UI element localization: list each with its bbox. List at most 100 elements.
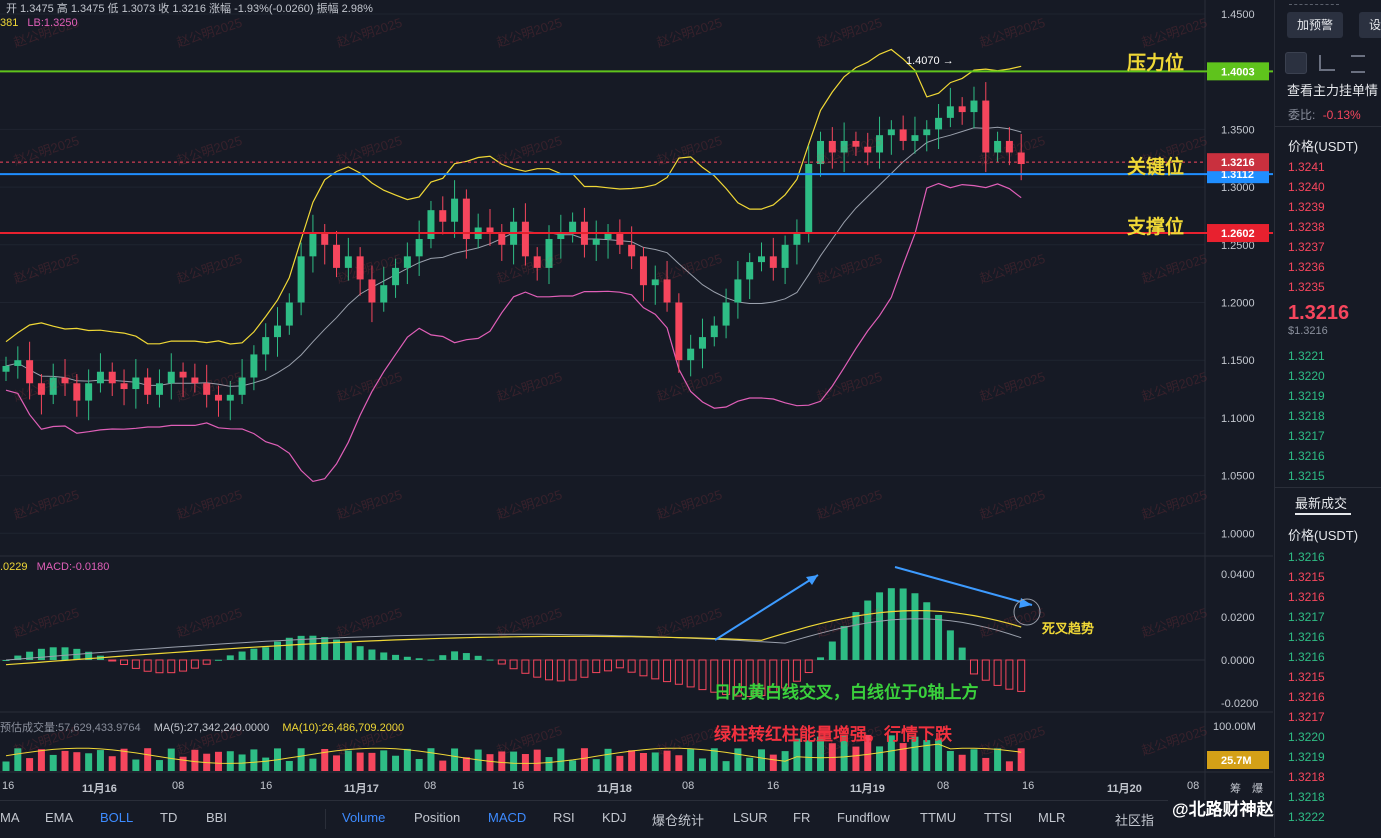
macd-bar-up (61, 647, 69, 660)
volume-bar-down (462, 757, 470, 771)
layout-bids-icon[interactable] (1319, 55, 1335, 71)
price-chart[interactable]: 1.45001.40001.35001.30001.25001.20001.15… (0, 0, 1273, 800)
candle-down (368, 279, 376, 303)
resistance-price-tag-bg (1207, 62, 1269, 81)
bid-row[interactable]: 1.3216 (1288, 449, 1325, 463)
trade-row[interactable]: 1.3218 (1288, 770, 1325, 784)
candle-up (746, 262, 754, 280)
macd-panel (0, 588, 1205, 698)
trade-row[interactable]: 1.3219 (1288, 750, 1325, 764)
bid-row[interactable]: 1.3219 (1288, 389, 1325, 403)
ask-row[interactable]: 1.3241 (1288, 160, 1325, 174)
candle-down (144, 377, 152, 395)
macd-bar-up (238, 651, 246, 660)
price-header: 价格(USDT) (1288, 139, 1359, 154)
candle-down (191, 377, 199, 384)
candle-up (285, 302, 293, 326)
tab-td[interactable]: TD (160, 810, 178, 825)
time-tick-label: 16 (1022, 780, 1035, 792)
bid-row[interactable]: 1.3221 (1288, 349, 1325, 363)
settings-button[interactable]: 设 (1359, 12, 1381, 38)
volume-tick-label: 100.00M (1213, 721, 1256, 733)
time-tick-label: 16 (512, 780, 525, 792)
macd-bar-down (769, 659, 778, 694)
trade-row[interactable]: 1.3216 (1288, 550, 1325, 564)
volume-bar-down (214, 751, 222, 771)
candle-up (698, 337, 706, 349)
trades-title[interactable]: 最新成交 (1295, 496, 1348, 511)
tab-ma[interactable]: MA (0, 810, 20, 825)
time-axis-extra[interactable]: 筹 (1230, 783, 1241, 795)
volume-bar-down (982, 757, 990, 771)
layout-both-icon[interactable] (1285, 52, 1307, 74)
macd-bar-down (556, 659, 565, 682)
tab-爆仓统计[interactable]: 爆仓统计 (652, 813, 705, 828)
tab-rsi[interactable]: RSI (553, 810, 575, 825)
candle-up (545, 239, 553, 268)
volume-panel (2, 734, 1025, 771)
time-axis-extra[interactable]: 爆 (1252, 783, 1263, 795)
tab-mlr[interactable]: MLR (1038, 810, 1066, 825)
ask-row[interactable]: 1.3237 (1288, 240, 1325, 254)
resistance-label: 压力位 (1127, 53, 1185, 74)
volume-ma-line (5, 743, 1022, 764)
candle-up (722, 302, 730, 326)
time-tick-label: 11月16 (82, 783, 117, 795)
tab-社区指[interactable]: 社区指 (1115, 813, 1155, 828)
volume-bar-up (569, 760, 577, 771)
bid-row[interactable]: 1.3217 (1288, 429, 1325, 443)
tab-kdj[interactable]: KDJ (602, 810, 627, 825)
tab-position[interactable]: Position (414, 810, 461, 825)
tab-boll[interactable]: BOLL (100, 810, 134, 825)
tab-fr[interactable]: FR (793, 810, 811, 825)
trade-row[interactable]: 1.3217 (1288, 710, 1325, 724)
bid-row[interactable]: 1.3220 (1288, 369, 1325, 383)
tab-ema[interactable]: EMA (45, 810, 74, 825)
macd-value: MACD:-0.0180 (36, 561, 110, 573)
trade-row[interactable]: 1.3222 (1288, 810, 1325, 824)
ask-row[interactable]: 1.3238 (1288, 220, 1325, 234)
volume-bar-down (179, 756, 187, 771)
macd-tick-label: 0.0400 (1221, 569, 1255, 581)
ask-row[interactable]: 1.3236 (1288, 260, 1325, 274)
candle-down (179, 371, 187, 378)
volume-bar-down (663, 750, 671, 771)
trade-row[interactable]: 1.3215 (1288, 670, 1325, 684)
volume-bar-up (746, 757, 754, 771)
volume-info: 预估成交量:57,629,433.9764 MA(5):27,342,240.0… (0, 719, 404, 735)
bid-row[interactable]: 1.3218 (1288, 409, 1325, 423)
add-alert-button[interactable]: 加预警 (1287, 12, 1344, 38)
candle-down (321, 233, 329, 245)
trade-row[interactable]: 1.3218 (1288, 790, 1325, 804)
tab-ttmu[interactable]: TTMU (920, 810, 957, 825)
macd-bar-down (143, 659, 152, 672)
tab-fundflow[interactable]: Fundflow (837, 810, 890, 825)
last-price: 1.3216 (1288, 302, 1350, 324)
bid-row[interactable]: 1.3215 (1288, 469, 1325, 483)
candle-up (155, 383, 163, 395)
trade-row[interactable]: 1.3216 (1288, 630, 1325, 644)
candle-up (49, 377, 57, 395)
layout-asks-icon[interactable] (1351, 55, 1365, 73)
volume-bar-up (85, 753, 93, 771)
ask-row[interactable]: 1.3239 (1288, 200, 1325, 214)
volume-bar-down (1017, 748, 1025, 771)
tab-macd[interactable]: MACD (488, 810, 527, 825)
tab-ttsi[interactable]: TTSI (984, 810, 1013, 825)
candle-up (687, 348, 695, 361)
volume-bar-up (297, 748, 305, 771)
candle-up (557, 233, 565, 240)
trade-row[interactable]: 1.3215 (1288, 570, 1325, 584)
trade-row[interactable]: 1.3216 (1288, 590, 1325, 604)
trade-row[interactable]: 1.3217 (1288, 610, 1325, 624)
trade-row[interactable]: 1.3216 (1288, 690, 1325, 704)
tab-bbi[interactable]: BBI (206, 810, 227, 825)
tab-separator (325, 809, 326, 829)
trade-row[interactable]: 1.3220 (1288, 730, 1325, 744)
tab-volume[interactable]: Volume (342, 810, 386, 825)
ask-row[interactable]: 1.3235 (1288, 280, 1325, 294)
panel-collapse-handle[interactable] (1274, 365, 1275, 397)
ask-row[interactable]: 1.3240 (1288, 180, 1325, 194)
trade-row[interactable]: 1.3216 (1288, 650, 1325, 664)
tab-lsur[interactable]: LSUR (733, 810, 768, 825)
